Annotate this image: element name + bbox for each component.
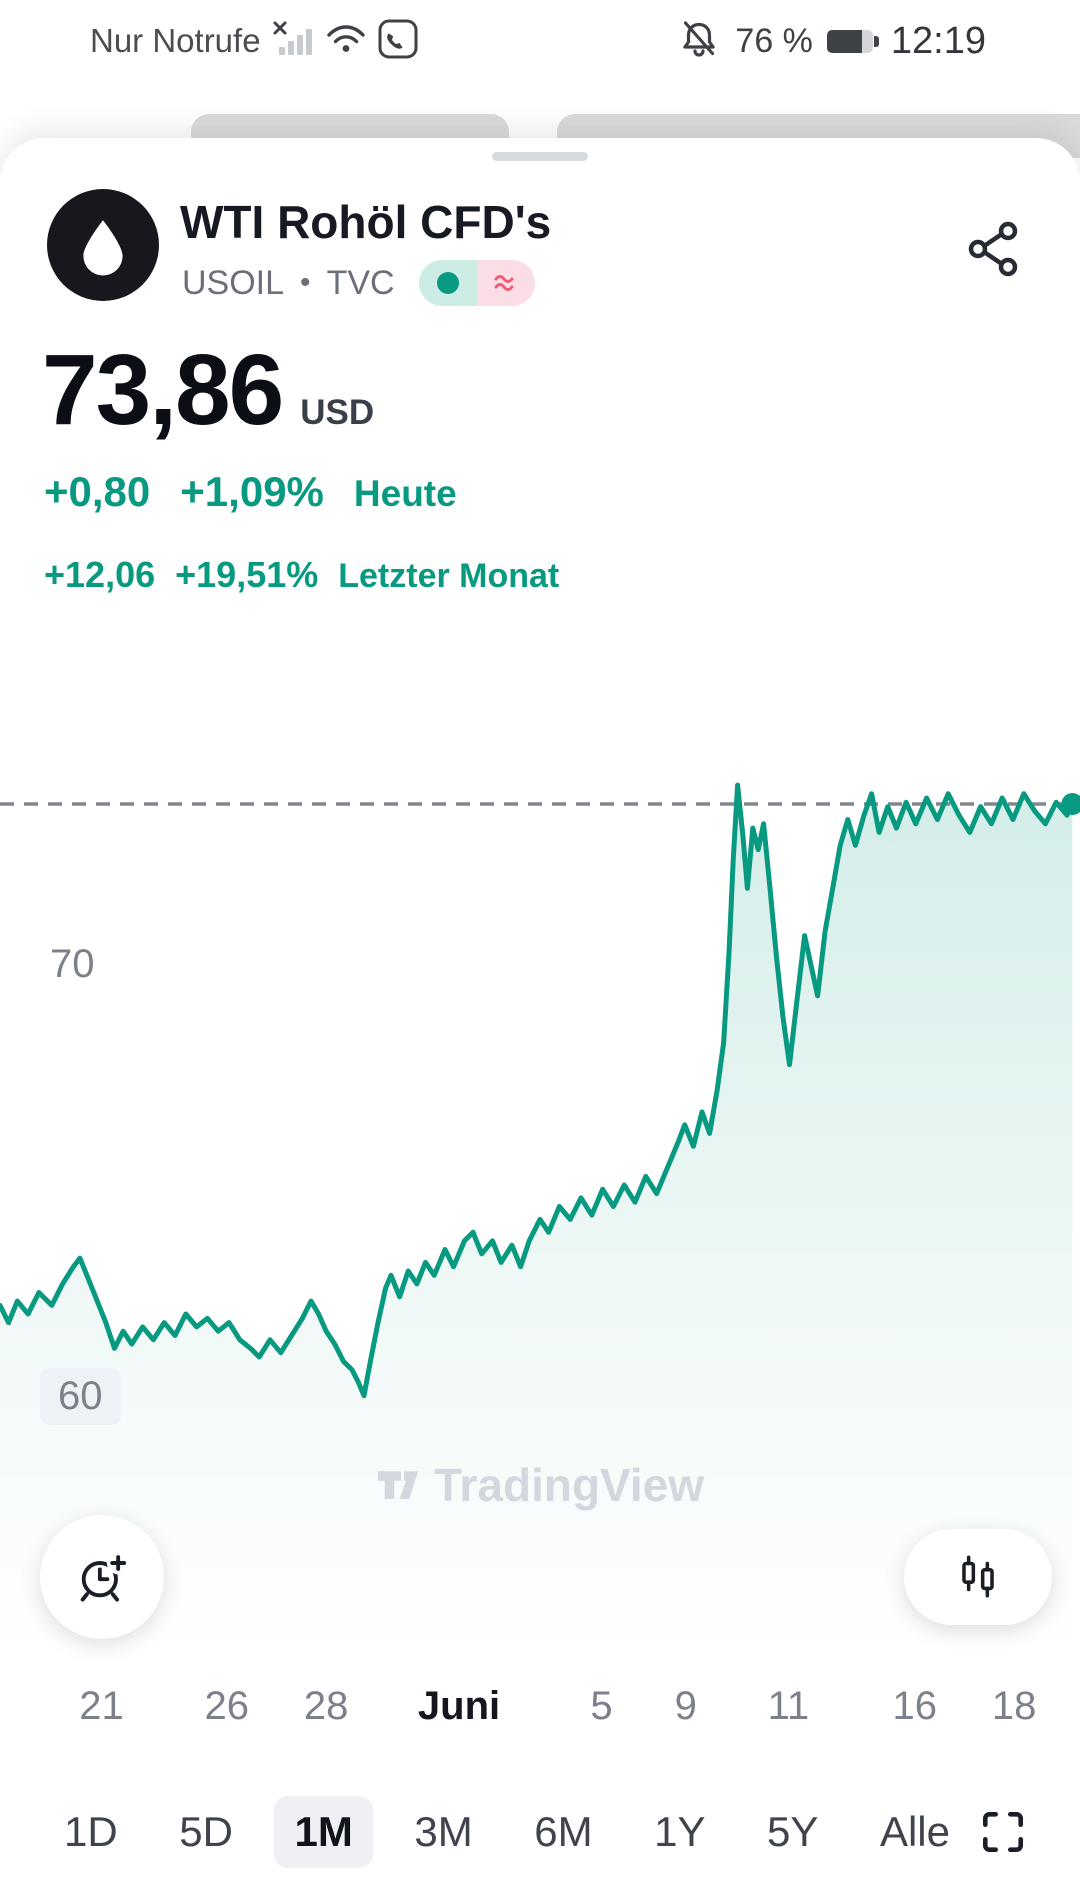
range-selector: 1D 5D 1M 3M 6M 1Y 5Y Alle bbox=[0, 1788, 1080, 1876]
change-pct-month: +19,51% bbox=[175, 554, 319, 595]
x-axis-label-18: 18 bbox=[991, 1684, 1037, 1728]
x-axis-label-11: 11 bbox=[767, 1684, 810, 1728]
market-open-segment bbox=[418, 260, 477, 306]
last-price-dot bbox=[1061, 793, 1080, 815]
change-month-row: +12,06 +19,51% Letzter Monat bbox=[44, 554, 559, 596]
wifi-calling-icon bbox=[377, 18, 419, 65]
range-option-Alle[interactable]: Alle bbox=[860, 1796, 970, 1868]
green-dot-icon bbox=[436, 272, 459, 294]
wifi-icon bbox=[325, 21, 367, 62]
clock-label: 12:19 bbox=[890, 19, 986, 62]
currency-label: USD bbox=[300, 393, 375, 432]
status-right-group: 76 % 12:19 bbox=[677, 17, 986, 66]
y-axis-label-60: 60 bbox=[40, 1368, 121, 1425]
range-option-5Y[interactable]: 5Y bbox=[747, 1796, 838, 1868]
change-abs-month: +12,06 bbox=[44, 554, 156, 595]
change-month-label: Letzter Monat bbox=[338, 557, 560, 595]
symbol-subtitle-row: USOIL • TVC bbox=[182, 260, 535, 306]
x-axis-label-26: 26 bbox=[204, 1684, 250, 1728]
sheet-drag-handle[interactable] bbox=[492, 152, 588, 161]
price-line bbox=[0, 782, 1075, 1399]
range-option-3M[interactable]: 3M bbox=[394, 1796, 492, 1868]
subtitle-separator: • bbox=[300, 266, 311, 299]
y-axis-label-70: 70 bbox=[50, 942, 95, 986]
chart-type-button[interactable] bbox=[904, 1529, 1052, 1625]
add-alert-button[interactable] bbox=[40, 1515, 164, 1639]
x-axis-label-9: 9 bbox=[674, 1684, 697, 1728]
candlestick-icon bbox=[962, 1555, 994, 1598]
x-axis-label-5: 5 bbox=[590, 1684, 613, 1728]
x-axis-label-28: 28 bbox=[303, 1684, 349, 1728]
watermark-label: TradingView bbox=[433, 1459, 705, 1511]
battery-icon bbox=[826, 29, 879, 53]
bell-off-icon bbox=[677, 17, 721, 66]
status-left-group: Nur Notrufe bbox=[90, 18, 419, 65]
carrier-label: Nur Notrufe bbox=[90, 22, 261, 59]
x-axis: 21 26 28 Juni 5 9 11 16 18 bbox=[0, 1684, 1080, 1740]
price-chart[interactable]: 70 60 TradingView bbox=[0, 620, 1080, 1640]
market-status-toggle[interactable] bbox=[418, 260, 535, 306]
range-options: 1D 5D 1M 3M 6M 1Y 5Y Alle bbox=[44, 1796, 970, 1868]
range-option-1Y[interactable]: 1Y bbox=[634, 1796, 725, 1868]
last-price: 73,86 bbox=[42, 334, 284, 446]
tradingview-watermark: TradingView bbox=[0, 1458, 1080, 1512]
price-row: 73,86 USD bbox=[42, 332, 374, 448]
share-icon bbox=[968, 221, 1018, 277]
x-axis-label-21: 21 bbox=[79, 1684, 124, 1728]
streaming-segment bbox=[476, 260, 535, 306]
tradingview-logo-icon bbox=[377, 1471, 419, 1499]
symbol-title: WTI Rohöl CFD's bbox=[180, 196, 552, 248]
oil-drop-icon bbox=[47, 189, 159, 301]
pink-waves-icon bbox=[494, 275, 514, 291]
change-today-label: Heute bbox=[353, 473, 457, 514]
symbol-code: USOIL bbox=[182, 263, 285, 302]
add-alert-clock-icon bbox=[80, 1551, 130, 1602]
battery-percent-label: 76 % bbox=[735, 21, 813, 60]
x-axis-label-Juni: Juni bbox=[417, 1684, 501, 1728]
range-option-6M[interactable]: 6M bbox=[514, 1796, 612, 1868]
range-option-1D[interactable]: 1D bbox=[44, 1796, 138, 1868]
no-signal-x-icon bbox=[271, 19, 315, 64]
status-bar: Nur Notrufe bbox=[0, 0, 1080, 76]
fullscreen-icon bbox=[983, 1812, 1023, 1852]
range-option-5D[interactable]: 5D bbox=[159, 1796, 253, 1868]
range-option-1M[interactable]: 1M bbox=[274, 1796, 373, 1868]
x-axis-label-16: 16 bbox=[892, 1684, 938, 1728]
share-button[interactable] bbox=[958, 214, 1028, 284]
symbol-bottom-sheet: WTI Rohöl CFD's USOIL • TVC bbox=[0, 138, 1080, 1877]
change-abs-today: +0,80 bbox=[44, 468, 151, 515]
area-fill bbox=[0, 785, 1073, 1640]
fullscreen-button[interactable] bbox=[970, 1799, 1036, 1865]
change-today-row: +0,80 +1,09% Heute bbox=[44, 468, 457, 516]
exchange-code: TVC bbox=[326, 263, 395, 302]
change-pct-today: +1,09% bbox=[180, 468, 324, 515]
